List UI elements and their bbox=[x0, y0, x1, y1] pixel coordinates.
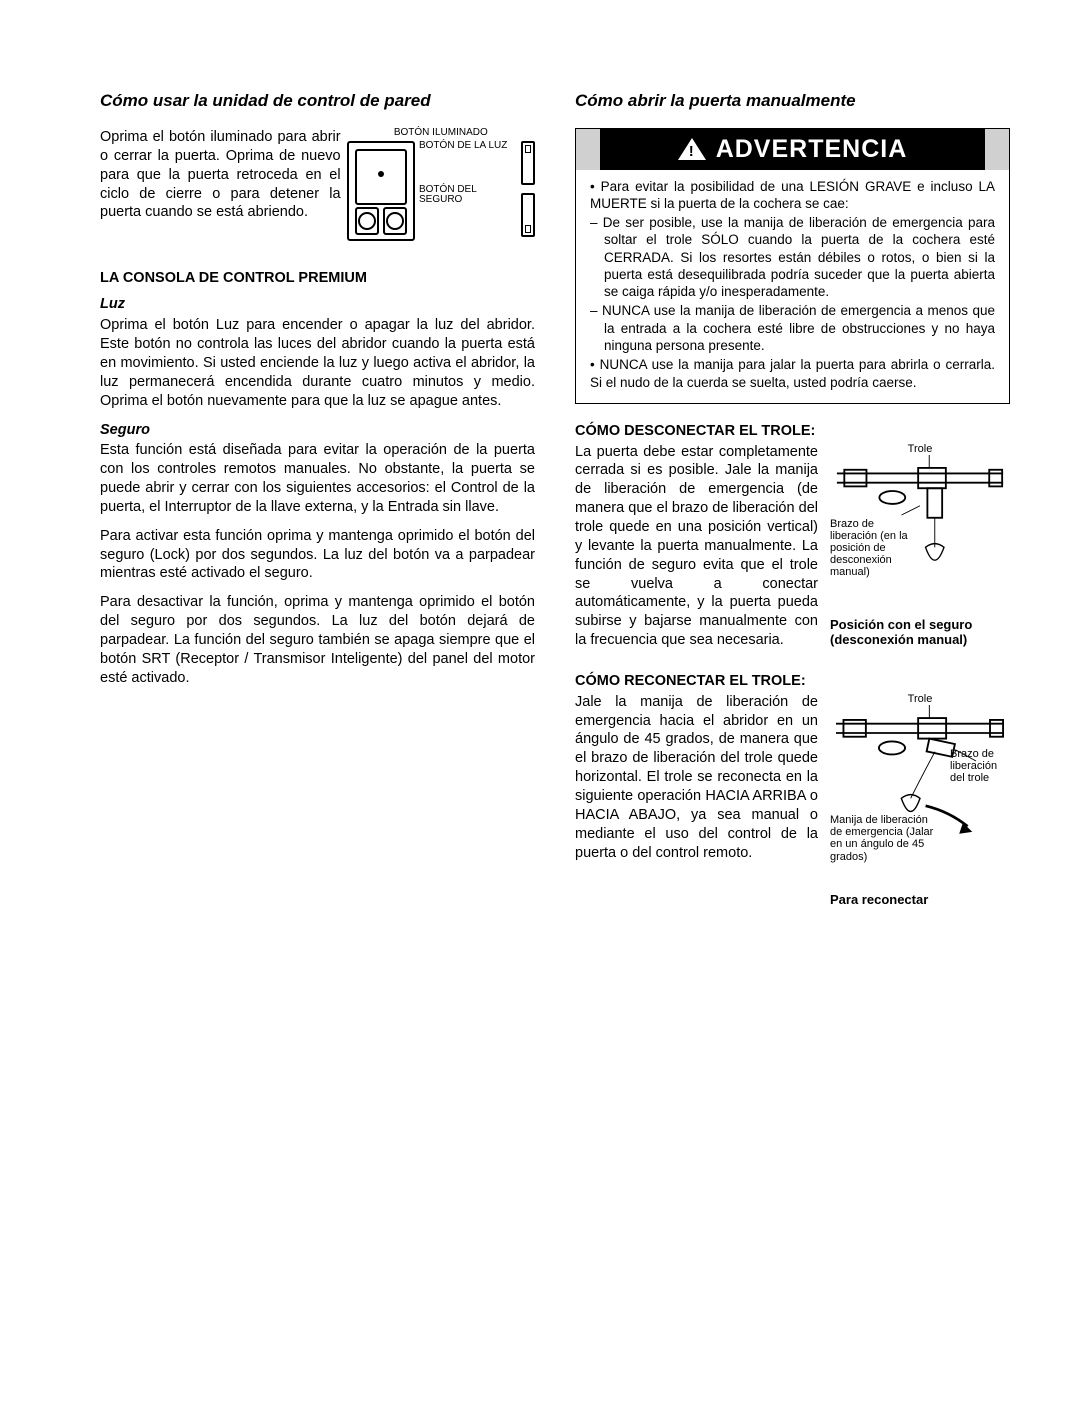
label-light: BOTÓN DE LA LUZ bbox=[419, 141, 517, 185]
disconnect-title: CÓMO DESCONECTAR EL TROLE: bbox=[575, 422, 1010, 441]
reconnect-title: CÓMO RECONECTAR EL TROLE: bbox=[575, 672, 1010, 691]
warning-box: ADVERTENCIA Para evitar la posibilidad d… bbox=[575, 128, 1010, 404]
reconnect-body: Jale la manija de liberación de emergenc… bbox=[575, 693, 818, 897]
page-columns: Cómo usar la unidad de control de pared … bbox=[100, 90, 1010, 917]
right-title: Cómo abrir la puerta manualmente bbox=[575, 90, 1010, 112]
right-column: Cómo abrir la puerta manualmente ADVERTE… bbox=[575, 90, 1010, 917]
side-labels: BOTÓN DE LA LUZ BOTÓN DEL SEGURO bbox=[419, 141, 517, 206]
warning-body: Para evitar la posibilidad de una LESIÓN… bbox=[576, 170, 1009, 391]
warning-header-text: ADVERTENCIA bbox=[716, 133, 908, 166]
warn-bullet-1: Para evitar la posibilidad de una LESIÓN… bbox=[590, 178, 995, 213]
fig2-trole-label: Trole bbox=[830, 693, 1010, 705]
seguro-title: Seguro bbox=[100, 421, 535, 440]
seguro-p3: Para desactivar la función, oprima y man… bbox=[100, 593, 535, 687]
warning-triangle-icon bbox=[678, 138, 706, 160]
fig2-manija-label: Manija de liberación de emergencia (Jala… bbox=[830, 814, 940, 862]
reconnect-caption: Para reconectar bbox=[830, 893, 1010, 907]
warning-header: ADVERTENCIA bbox=[576, 129, 1009, 170]
disconnect-caption: Posición con el seguro (desconexión manu… bbox=[830, 618, 1010, 647]
luz-title: Luz bbox=[100, 295, 535, 314]
disconnect-figure: Trole Brazo de liberación (en la posició… bbox=[830, 443, 1010, 660]
left-title: Cómo usar la unidad de control de pared bbox=[100, 90, 535, 112]
control-diagram: BOTÓN ILUMINADO BOTÓN DE LA LUZ BOTÓN DE… bbox=[347, 128, 535, 241]
disconnect-body: La puerta debe estar completamente cerra… bbox=[575, 443, 818, 650]
label-illuminated: BOTÓN ILUMINADO bbox=[394, 128, 488, 139]
label-lock: BOTÓN DEL SEGURO bbox=[419, 185, 517, 206]
intro-text: Oprima el botón iluminado para abrir o c… bbox=[100, 128, 341, 222]
seguro-p2: Para activar esta función oprima y mante… bbox=[100, 527, 535, 584]
luz-body: Oprima el botón Luz para encender o apag… bbox=[100, 316, 535, 410]
seguro-p1: Esta función está diseñada para evitar l… bbox=[100, 441, 535, 516]
disconnect-row: La puerta debe estar completamente cerra… bbox=[575, 443, 1010, 660]
warn-dash-2: NUNCA use la manija de liberación de eme… bbox=[590, 302, 995, 354]
reconnect-figure: Trole Brazo de liberación del t bbox=[830, 693, 1010, 907]
fig1-trole-label: Trole bbox=[830, 443, 1010, 455]
premium-title: LA CONSOLA DE CONTROL PREMIUM bbox=[100, 269, 535, 288]
control-box-icon bbox=[347, 141, 415, 241]
warn-bullet-2: NUNCA use la manija para jalar la puerta… bbox=[590, 356, 995, 391]
aux-boxes bbox=[521, 141, 535, 237]
left-column: Cómo usar la unidad de control de pared … bbox=[100, 90, 535, 917]
control-figure-row: Oprima el botón iluminado para abrir o c… bbox=[100, 128, 535, 241]
reconnect-row: Jale la manija de liberación de emergenc… bbox=[575, 693, 1010, 907]
warn-dash-1: De ser posible, use la manija de liberac… bbox=[590, 214, 995, 300]
fig2-brazo-label: Brazo de liberación del trole bbox=[950, 748, 1010, 784]
